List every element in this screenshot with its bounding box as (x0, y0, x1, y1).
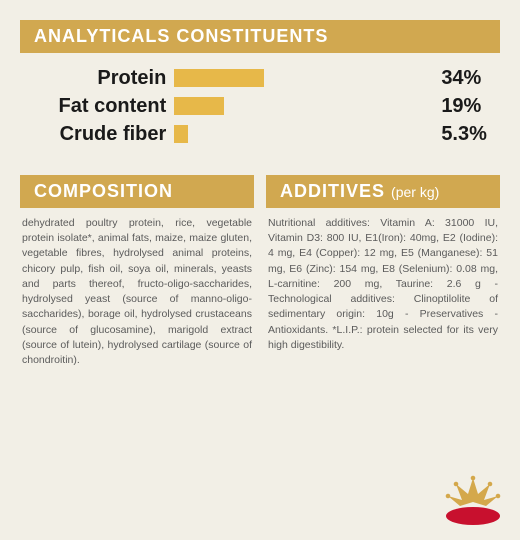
bar-track (174, 125, 431, 143)
analyticals-section: ANALYTICALS CONSTITUENTS Protein 34% Fat… (20, 20, 500, 165)
bar-label: Fat content (30, 95, 174, 118)
bar-value: 34% (431, 67, 490, 90)
bar-label: Protein (30, 67, 174, 90)
bar-value: 5.3% (431, 123, 490, 146)
additives-body: Nutritional additives: Vitamin A: 31000 … (266, 208, 500, 361)
nutrient-bar-chart: Protein 34% Fat content 19% Crude fiber … (20, 53, 500, 165)
bar-fill (174, 125, 188, 143)
composition-body: dehydrated poultry protein, rice, vegeta… (20, 208, 254, 376)
bar-row: Protein 34% (30, 65, 490, 91)
bar-track (174, 69, 431, 87)
brand-crown-logo (444, 474, 502, 526)
analyticals-header: ANALYTICALS CONSTITUENTS (20, 20, 500, 53)
bar-fill (174, 69, 264, 87)
additives-header-sub: (per kg) (391, 184, 439, 200)
bar-track (174, 97, 431, 115)
bar-row: Crude fiber 5.3% (30, 121, 490, 147)
bar-value: 19% (431, 95, 490, 118)
bar-row: Fat content 19% (30, 93, 490, 119)
two-column-section: COMPOSITION dehydrated poultry protein, … (20, 175, 500, 376)
bar-label: Crude fiber (30, 123, 174, 146)
additives-header: ADDITIVES (per kg) (266, 175, 500, 208)
composition-header: COMPOSITION (20, 175, 254, 208)
composition-column: COMPOSITION dehydrated poultry protein, … (20, 175, 254, 376)
bar-fill (174, 97, 224, 115)
additives-header-main: ADDITIVES (280, 181, 385, 201)
additives-column: ADDITIVES (per kg) Nutritional additives… (266, 175, 500, 376)
